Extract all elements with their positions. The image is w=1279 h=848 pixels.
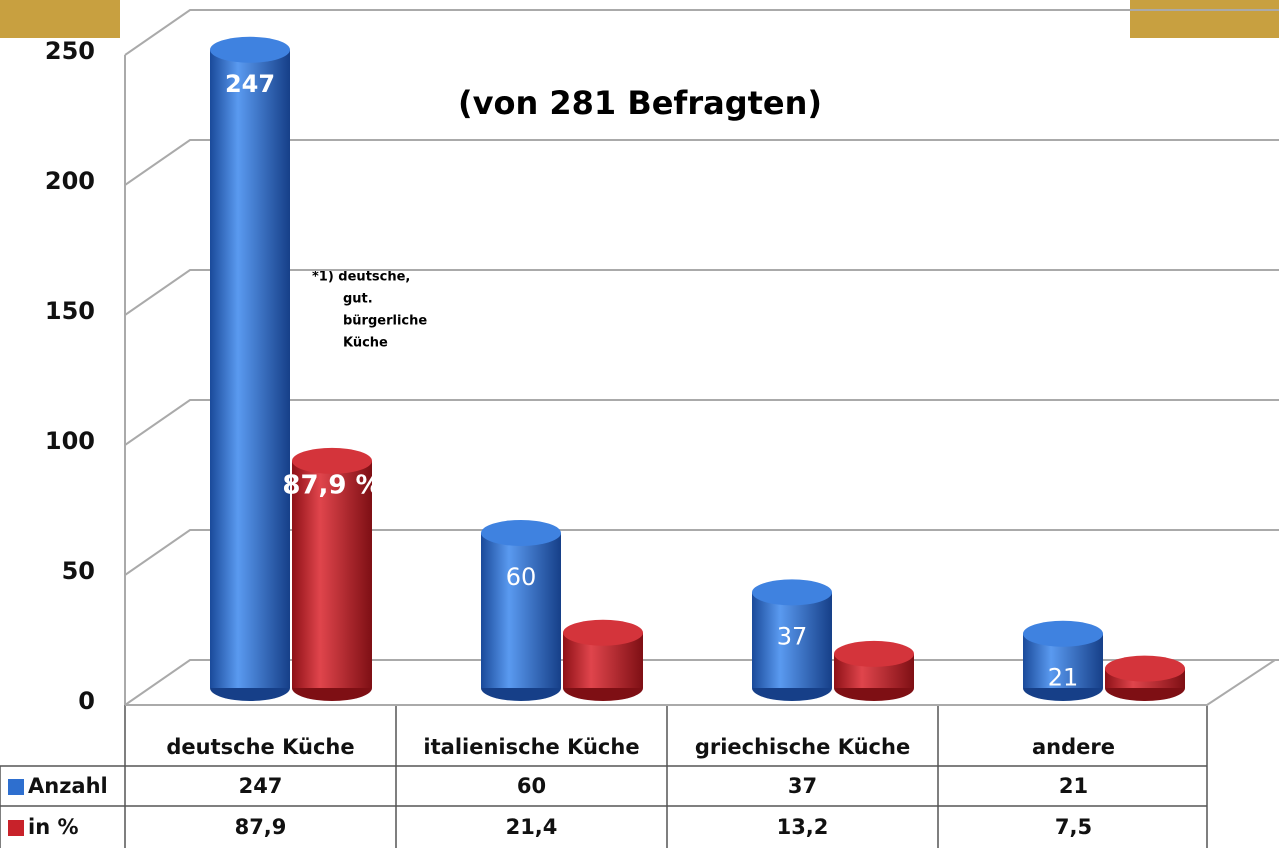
bar-top: [1105, 656, 1185, 682]
bar: [210, 50, 290, 688]
cylinder: [834, 641, 914, 701]
x-tick-label: italienische Küche: [423, 735, 639, 759]
legend-swatch: [8, 820, 24, 836]
legend-swatch: [8, 779, 24, 795]
x-tick-label: andere: [1032, 735, 1115, 759]
footnote-line: bürgerliche: [343, 314, 427, 329]
table-cell: 13,2: [777, 815, 829, 839]
bar-top: [481, 520, 561, 546]
y-tick-label: 50: [62, 557, 95, 585]
grid-line: [125, 140, 1279, 185]
y-tick-label: 200: [45, 167, 95, 195]
cylinder: [563, 620, 643, 701]
table-cell: 21,4: [506, 815, 558, 839]
chart: (von 281 Befragten) *1) deutsche, gut. bür…: [0, 0, 1279, 848]
data-label: 60: [506, 563, 537, 591]
bar-top: [563, 620, 643, 646]
y-tick-label: 100: [45, 427, 95, 455]
logo: [1130, 0, 1279, 38]
x-tick-label: griechische Küche: [695, 735, 910, 759]
grid-line: [125, 270, 1279, 315]
bar-top: [1023, 621, 1103, 647]
cylinder: [481, 520, 561, 701]
y-tick-label: 0: [78, 687, 95, 715]
footnote-line: Küche: [343, 336, 388, 351]
data-label: 21: [1048, 664, 1079, 692]
footnote: *1) deutsche, gut. bürgerliche Küche: [312, 270, 427, 351]
data-label: 247: [225, 70, 275, 98]
subtitle: (von 281 Befragten): [458, 84, 822, 122]
cylinder: [1105, 656, 1185, 701]
grid-line: [125, 10, 1279, 55]
bar-top: [752, 579, 832, 605]
y-tick-label: 250: [45, 37, 95, 65]
logo: [0, 0, 120, 38]
table-cell: 247: [239, 774, 283, 798]
bar-top: [210, 37, 290, 63]
data-label: 37: [777, 622, 808, 650]
legend-label: in %: [28, 815, 79, 839]
table-cell: 87,9: [235, 815, 287, 839]
legend-label: Anzahl: [28, 774, 108, 798]
table-cell: 21: [1059, 774, 1088, 798]
table-cell: 7,5: [1055, 815, 1092, 839]
bar-top: [834, 641, 914, 667]
footnote-line: *1) deutsche,: [312, 270, 410, 285]
data-table: [0, 705, 1207, 848]
bar: [481, 533, 561, 688]
data-label: 87,9 %: [282, 470, 381, 500]
footnote-line: gut.: [343, 292, 373, 307]
table-cell: 37: [788, 774, 817, 798]
y-tick-label: 150: [45, 297, 95, 325]
table-cell: 60: [517, 774, 546, 798]
cylinder: [210, 37, 290, 701]
grid-line: [125, 400, 1279, 445]
x-tick-label: deutsche Küche: [166, 735, 354, 759]
